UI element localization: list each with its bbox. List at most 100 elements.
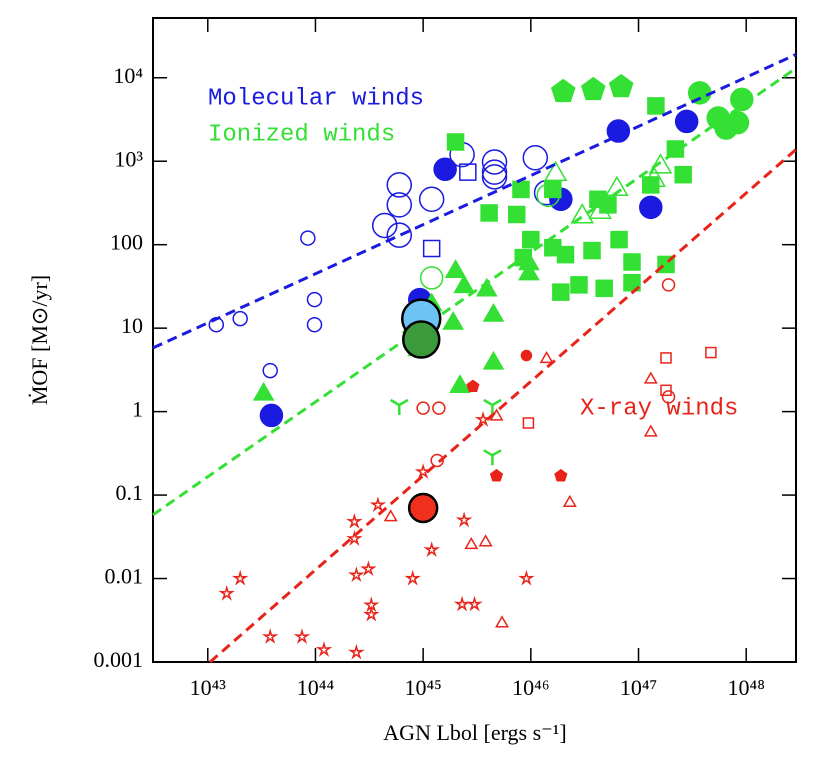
point — [481, 149, 508, 175]
point — [453, 595, 471, 612]
point — [482, 350, 505, 370]
point — [306, 316, 323, 333]
point — [725, 110, 750, 135]
point — [481, 159, 508, 185]
y-tick-label: 1 — [132, 397, 143, 422]
point — [481, 164, 508, 190]
point — [482, 302, 505, 322]
point — [231, 569, 249, 586]
point — [418, 186, 445, 213]
point — [401, 320, 441, 359]
point — [552, 283, 570, 301]
point — [643, 371, 658, 384]
series-annotation: Ionized winds — [208, 121, 395, 148]
point — [522, 230, 540, 249]
point — [315, 641, 333, 657]
point — [570, 276, 588, 294]
y-tick-label: 100 — [110, 230, 143, 255]
point — [466, 595, 483, 612]
point — [449, 374, 471, 393]
point — [544, 180, 562, 199]
point — [259, 403, 284, 428]
point — [232, 310, 248, 327]
point — [423, 541, 441, 557]
point — [453, 274, 475, 294]
point — [550, 78, 576, 103]
point — [346, 512, 363, 529]
x-tick-label: 10⁴⁸ — [728, 675, 765, 700]
point — [459, 163, 477, 181]
y-tick-label: 0.1 — [116, 480, 144, 505]
point — [407, 492, 439, 524]
point — [536, 183, 560, 208]
point — [674, 165, 692, 184]
point — [623, 253, 641, 271]
point — [348, 643, 365, 660]
point — [466, 379, 480, 393]
point — [476, 277, 498, 297]
point — [262, 362, 278, 379]
point — [642, 166, 666, 187]
point — [386, 172, 413, 198]
point — [583, 241, 601, 260]
point — [605, 175, 629, 197]
point — [386, 192, 413, 218]
point — [300, 230, 316, 246]
point — [369, 496, 387, 513]
point — [518, 261, 540, 281]
y-tick-label: 0.001 — [94, 647, 144, 672]
point — [372, 212, 398, 239]
point — [483, 449, 502, 466]
point — [386, 222, 413, 248]
point — [623, 273, 641, 292]
point — [383, 509, 398, 522]
fit-line — [152, 66, 797, 517]
fit-line — [209, 148, 797, 664]
point — [495, 615, 509, 628]
point — [606, 119, 631, 143]
point — [522, 145, 549, 171]
point — [433, 157, 457, 182]
point — [478, 534, 493, 547]
point — [444, 259, 467, 279]
fit-line — [152, 53, 797, 350]
point — [404, 569, 421, 586]
y-tick-label: 10⁴ — [113, 63, 143, 88]
point — [389, 398, 409, 416]
point — [218, 584, 236, 601]
plot-frame — [152, 17, 797, 663]
x-tick-label: 10⁴⁶ — [512, 675, 549, 700]
point — [362, 605, 380, 622]
y-tick-label: 10 — [121, 313, 143, 338]
point — [674, 109, 699, 134]
x-tick-label: 10⁴⁷ — [620, 675, 657, 700]
point — [360, 560, 377, 577]
point — [419, 266, 444, 290]
point — [581, 76, 606, 101]
point — [480, 204, 498, 222]
point — [518, 569, 535, 586]
point — [455, 511, 473, 528]
point — [608, 73, 634, 98]
point — [293, 628, 311, 644]
point — [554, 468, 568, 482]
point — [261, 628, 279, 644]
point — [647, 97, 665, 115]
point — [446, 133, 465, 151]
point — [660, 352, 672, 364]
point — [539, 350, 554, 364]
point — [562, 494, 577, 508]
point — [508, 205, 526, 224]
point — [595, 279, 613, 298]
point — [252, 381, 275, 401]
point — [432, 401, 446, 415]
point — [522, 417, 535, 429]
x-tick-label: 10⁴³ — [190, 675, 227, 700]
point — [422, 239, 441, 258]
point — [661, 390, 676, 404]
y-tick-label: 0.01 — [105, 564, 144, 589]
x-axis-label: AGN Lbol [ergs s⁻¹] — [383, 720, 566, 745]
y-tick-label: 10³ — [114, 146, 143, 171]
point — [639, 195, 663, 220]
